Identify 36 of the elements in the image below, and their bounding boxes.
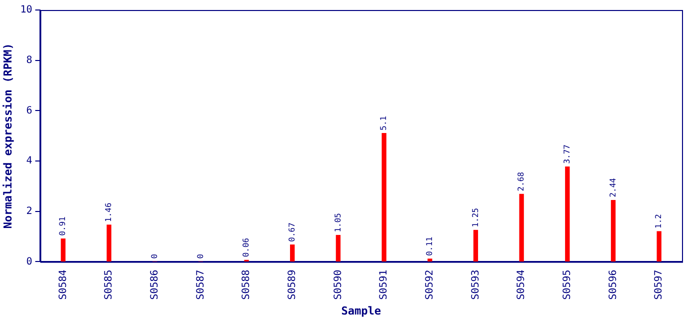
x-tick-label: S0596 — [608, 270, 619, 300]
y-axis-title: Normalized expression (RPKM) — [1, 43, 14, 229]
x-tick-label: S0591 — [378, 270, 390, 300]
x-tick-label: S0597 — [654, 270, 665, 300]
x-tick-label: S0594 — [516, 270, 528, 300]
data-label: 2.68 — [516, 172, 526, 192]
x-tick-label: S0586 — [149, 270, 160, 300]
x-tick-label: S0587 — [195, 270, 206, 300]
data-label: 2.44 — [608, 178, 618, 198]
data-label: 3.77 — [562, 144, 572, 164]
data-label: 5.1 — [379, 116, 388, 130]
y-tick-label: 8 — [26, 54, 32, 66]
data-label: 1.2 — [654, 214, 664, 228]
data-label: 1.05 — [333, 212, 342, 232]
data-label: 0 — [150, 254, 159, 259]
x-tick-label: S0590 — [332, 270, 344, 300]
x-tick-label: S0595 — [562, 270, 573, 300]
x-tick-label: S0589 — [286, 270, 298, 300]
y-tick-label: 0 — [26, 256, 32, 268]
x-tick-label: S0593 — [470, 270, 482, 300]
x-tick-label: S0588 — [241, 270, 252, 300]
data-label: 1.46 — [104, 202, 114, 222]
data-label: 0.67 — [287, 222, 296, 242]
x-axis-title: Sample — [341, 304, 382, 318]
x-tick-label: S0585 — [104, 270, 115, 300]
x-tick-label: S0592 — [424, 270, 436, 300]
y-tick-label: 2 — [26, 206, 32, 217]
data-label: 0.91 — [58, 216, 68, 236]
data-label: 0.11 — [424, 236, 434, 256]
y-tick-label: 6 — [26, 105, 32, 116]
y-tick-label: 10 — [20, 4, 32, 16]
y-tick-label: 4 — [26, 156, 32, 167]
data-label: 1.25 — [470, 208, 480, 228]
data-label: 0.06 — [242, 238, 251, 258]
x-tick-label: S0584 — [58, 270, 69, 300]
data-label: 0 — [196, 254, 205, 259]
